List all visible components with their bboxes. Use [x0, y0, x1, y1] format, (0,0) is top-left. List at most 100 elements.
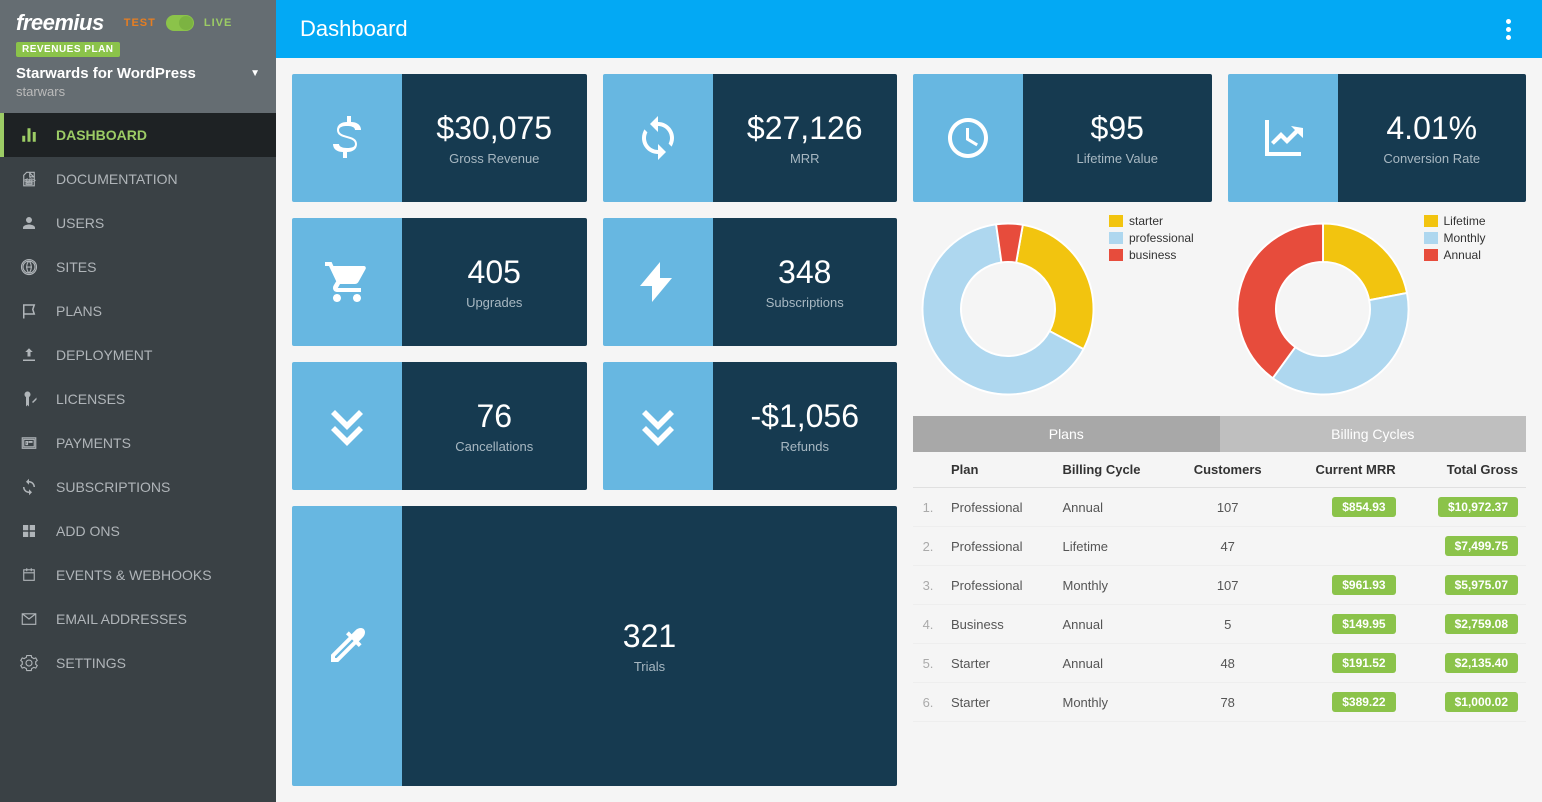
sidebar-item-label: SITES	[56, 259, 96, 275]
stat-value: 348	[778, 254, 831, 291]
sidebar-item-label: SUBSCRIPTIONS	[56, 479, 170, 495]
subscriptions-icon	[20, 478, 38, 496]
stat-value: -$1,056	[750, 398, 859, 435]
table-row[interactable]: 6.StarterMonthly78$389.22$1,000.02	[913, 683, 1526, 722]
chevrons-down-icon	[292, 362, 402, 490]
sidebar-item-label: DEPLOYMENT	[56, 347, 152, 363]
stat-value: 76	[476, 398, 512, 435]
product-name: Starwards for WordPress	[16, 65, 196, 82]
table-row[interactable]: 3.ProfessionalMonthly107$961.93$5,975.07	[913, 566, 1526, 605]
stat-subscriptions[interactable]: 348 Subscriptions	[603, 218, 898, 346]
sidebar-item-subscriptions[interactable]: SUBSCRIPTIONS	[0, 465, 276, 509]
stat-label: Subscriptions	[766, 295, 844, 310]
sidebar-item-label: DASHBOARD	[56, 127, 147, 143]
stat-cancellations[interactable]: 76 Cancellations	[292, 362, 587, 490]
kebab-menu-icon[interactable]	[1498, 19, 1518, 40]
tab-plans[interactable]: Plans	[913, 416, 1220, 452]
charts-row: starterprofessionalbusiness Lifetime Mont…	[913, 202, 1526, 416]
env-live-label: LIVE	[204, 17, 232, 29]
content: $30,075Gross Revenue $27,126 MRR 405Upgra…	[276, 58, 1542, 802]
stat-value: $95	[1091, 110, 1144, 147]
stat-label: Cancellations	[455, 439, 533, 454]
email-icon	[20, 610, 38, 628]
col-plan: Plan	[943, 452, 1055, 488]
table-row[interactable]: 4.BusinessAnnual5$149.95$2,759.08	[913, 605, 1526, 644]
product-slug: starwars	[16, 84, 260, 99]
settings-icon	[20, 654, 38, 672]
table-row[interactable]: 5.StarterAnnual48$191.52$2,135.40	[913, 644, 1526, 683]
table-row[interactable]: 1.ProfessionalAnnual107$854.93$10,972.37	[913, 488, 1526, 527]
sidebar-item-documentation[interactable]: </>DOCUMENTATION	[0, 157, 276, 201]
deployment-icon	[20, 346, 38, 364]
stat-trials[interactable]: 321 Trials	[292, 506, 897, 786]
table-row[interactable]: 2.ProfessionalLifetime47$7,499.75	[913, 527, 1526, 566]
stat-upgrades[interactable]: 405Upgrades	[292, 218, 587, 346]
plans-icon	[20, 302, 38, 320]
main: Dashboard $30,075Gross Revenue $27,126 MR…	[276, 0, 1542, 802]
stat-value: 405	[468, 254, 521, 291]
col-mrr: Current MRR	[1281, 452, 1403, 488]
plans-donut-chart: starterprofessionalbusiness	[913, 214, 1212, 404]
legend-item: Annual	[1424, 248, 1486, 262]
product-selector[interactable]: Starwards for WordPress ▼	[16, 65, 260, 82]
sidebar-item-label: LICENSES	[56, 391, 125, 407]
sidebar-item-label: PAYMENTS	[56, 435, 131, 451]
clock-icon	[913, 74, 1023, 202]
stat-value: 4.01%	[1386, 110, 1477, 147]
sidebar-item-users[interactable]: USERS	[0, 201, 276, 245]
sidebar-item-dashboard[interactable]: DASHBOARD	[0, 113, 276, 157]
legend-item: Lifetime	[1424, 214, 1486, 228]
sidebar-item-label: EMAIL ADDRESSES	[56, 611, 187, 627]
sidebar-item-label: ADD ONS	[56, 523, 120, 539]
sidebar-item-deployment[interactable]: DEPLOYMENT	[0, 333, 276, 377]
env-toggle[interactable]	[166, 15, 194, 31]
addons-icon	[20, 522, 38, 540]
col-cycle: Billing Cycle	[1055, 452, 1175, 488]
stat-label: Trials	[634, 659, 665, 674]
refresh-icon	[603, 74, 713, 202]
sidebar-item-settings[interactable]: SETTINGS	[0, 641, 276, 685]
stat-conversion-rate[interactable]: 4.01% Conversion Rate	[1228, 74, 1527, 202]
topbar: Dashboard	[276, 0, 1542, 58]
col-customers: Customers	[1174, 452, 1281, 488]
plan-badge: REVENUES PLAN	[16, 42, 120, 57]
bolt-icon	[603, 218, 713, 346]
events-icon	[20, 566, 38, 584]
billing-donut-chart: Lifetime Monthly Annual	[1228, 214, 1527, 404]
sidebar-item-email[interactable]: EMAIL ADDRESSES	[0, 597, 276, 641]
nav: DASHBOARD </>DOCUMENTATION USERS SITES PLANS…	[0, 113, 276, 685]
plans-table: Plan Billing Cycle Customers Current MRR…	[913, 452, 1526, 722]
sidebar-item-events[interactable]: EVENTS & WEBHOOKS	[0, 553, 276, 597]
sidebar-header: freemius TEST LIVE REVENUES PLAN Starwar…	[0, 0, 276, 113]
sidebar-item-label: SETTINGS	[56, 655, 126, 671]
sidebar-item-label: USERS	[56, 215, 104, 231]
sidebar-item-addons[interactable]: ADD ONS	[0, 509, 276, 553]
stat-value: $27,126	[747, 110, 863, 147]
tab-billing-cycles[interactable]: Billing Cycles	[1220, 416, 1527, 452]
payments-icon	[20, 434, 38, 452]
sidebar-item-label: PLANS	[56, 303, 102, 319]
stat-refunds[interactable]: -$1,056 Refunds	[603, 362, 898, 490]
sidebar-item-licenses[interactable]: LICENSES	[0, 377, 276, 421]
env-test-label: TEST	[124, 17, 156, 29]
sites-icon	[20, 258, 38, 276]
logo: freemius	[16, 10, 104, 36]
licenses-icon	[20, 390, 38, 408]
stat-lifetime-value[interactable]: $95Lifetime Value	[913, 74, 1212, 202]
stat-gross-revenue[interactable]: $30,075Gross Revenue	[292, 74, 587, 202]
chevron-down-icon: ▼	[250, 68, 260, 79]
stat-label: Refunds	[781, 439, 829, 454]
dollar-icon	[292, 74, 402, 202]
stat-mrr[interactable]: $27,126 MRR	[603, 74, 898, 202]
stat-label: MRR	[790, 151, 820, 166]
svg-text:</>: </>	[23, 176, 36, 186]
sidebar-item-payments[interactable]: PAYMENTS	[0, 421, 276, 465]
legend-item: Monthly	[1424, 231, 1486, 245]
stat-label: Conversion Rate	[1383, 151, 1480, 166]
chevrons-down-icon	[603, 362, 713, 490]
eyedropper-icon	[292, 506, 402, 786]
sidebar-item-plans[interactable]: PLANS	[0, 289, 276, 333]
stat-value: 321	[623, 618, 676, 655]
sidebar-item-sites[interactable]: SITES	[0, 245, 276, 289]
col-gross: Total Gross	[1404, 452, 1526, 488]
